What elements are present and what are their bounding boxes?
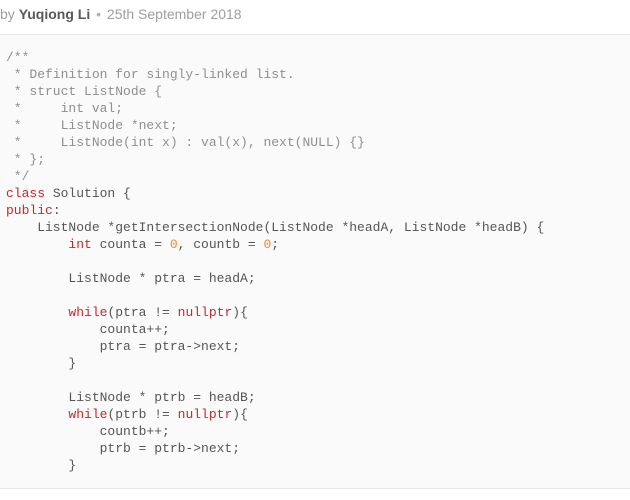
code-token: ptrb = ptrb->next; <box>6 441 240 456</box>
code-token: * ListNode(int x) : val(x), next(NULL) {… <box>6 135 365 150</box>
byline-separator: • <box>94 6 103 22</box>
byline-prefix: by <box>0 6 19 22</box>
code-token: , countb = <box>178 237 264 252</box>
code-token: * int val; <box>6 101 123 116</box>
code-token: /** <box>6 50 29 65</box>
code-token: counta++; <box>6 322 170 337</box>
code-token: * }; <box>6 152 45 167</box>
code-token: nullptr <box>178 407 233 422</box>
code-token <box>6 305 68 320</box>
byline-date: 25th September 2018 <box>107 6 242 22</box>
code-token: } <box>6 458 76 473</box>
code-token: ListNode *getIntersectionNode(ListNode *… <box>6 220 544 235</box>
code-token: while <box>68 305 107 320</box>
code-token: class <box>6 186 45 201</box>
code-token: */ <box>6 169 29 184</box>
code-token: ListNode * ptrb = headB; <box>6 390 256 405</box>
byline: by Yuqiong Li • 25th September 2018 <box>0 0 630 34</box>
code-token: counta = <box>92 237 170 252</box>
code-token <box>6 237 68 252</box>
code-token: countb++; <box>6 424 170 439</box>
code-token <box>6 407 68 422</box>
code-token: ListNode * ptra = headA; <box>6 271 256 286</box>
code-token: nullptr <box>178 305 233 320</box>
code-token: (ptra != <box>107 305 177 320</box>
code-token: ){ <box>232 407 248 422</box>
code-token: 0 <box>170 237 178 252</box>
byline-author[interactable]: Yuqiong Li <box>19 6 91 22</box>
code-token: public <box>6 203 53 218</box>
code-token: ptra = ptra->next; <box>6 339 240 354</box>
code-token: while <box>68 407 107 422</box>
code-token: : <box>53 203 61 218</box>
code-token: Solution { <box>45 186 131 201</box>
code-token: * Definition for singly-linked list. <box>6 67 295 82</box>
code-block: /** * Definition for singly-linked list.… <box>0 34 630 489</box>
code-token: } <box>6 356 76 371</box>
code-token: * ListNode *next; <box>6 118 178 133</box>
code-token: (ptrb != <box>107 407 177 422</box>
code-token: int <box>68 237 91 252</box>
code-token: ){ <box>232 305 248 320</box>
code-token: * struct ListNode { <box>6 84 162 99</box>
code-token: ; <box>271 237 279 252</box>
